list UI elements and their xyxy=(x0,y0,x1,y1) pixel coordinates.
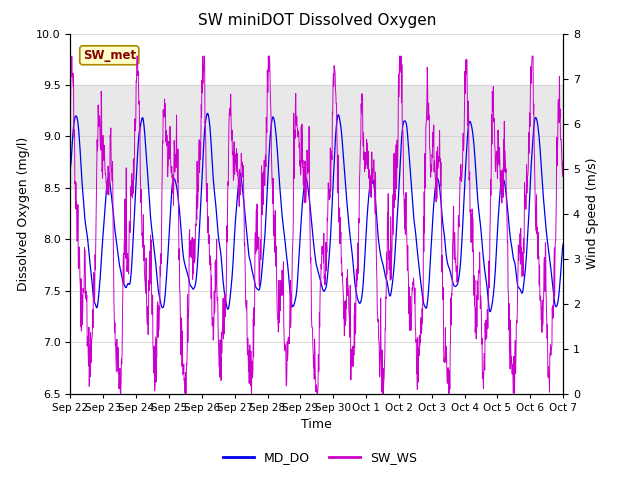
Y-axis label: Wind Speed (m/s): Wind Speed (m/s) xyxy=(586,158,598,269)
X-axis label: Time: Time xyxy=(301,418,332,431)
Title: SW miniDOT Dissolved Oxygen: SW miniDOT Dissolved Oxygen xyxy=(198,13,436,28)
Legend: MD_DO, SW_WS: MD_DO, SW_WS xyxy=(218,446,422,469)
Text: SW_met: SW_met xyxy=(83,49,136,62)
Y-axis label: Dissolved Oxygen (mg/l): Dissolved Oxygen (mg/l) xyxy=(17,136,31,291)
Bar xyxy=(70,85,563,188)
